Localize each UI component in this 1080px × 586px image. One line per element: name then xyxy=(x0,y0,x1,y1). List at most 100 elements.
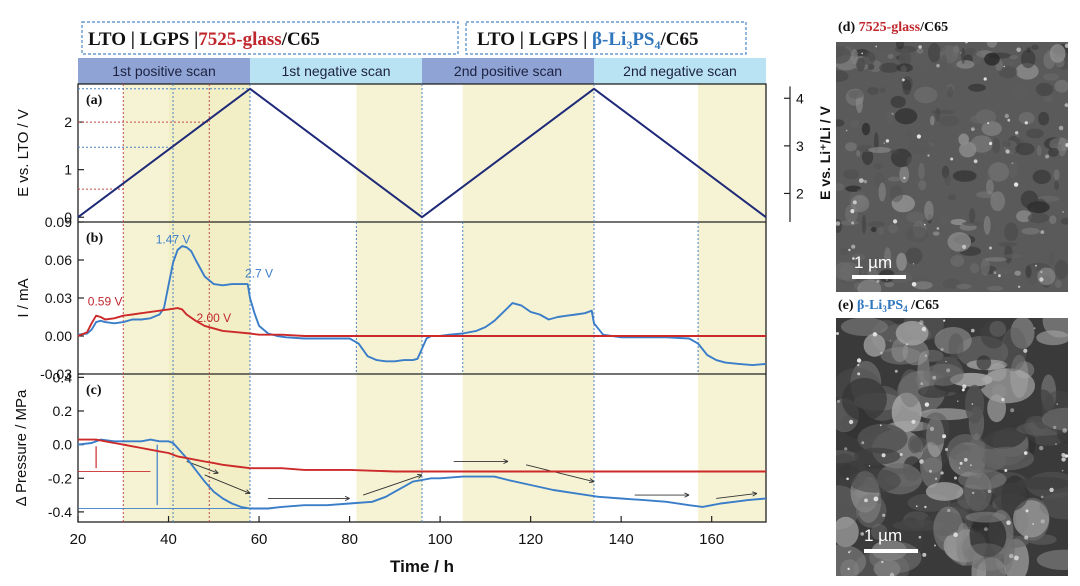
sem-grain xyxy=(948,333,964,360)
sem-grain xyxy=(836,70,849,82)
sem-grain xyxy=(861,122,871,136)
sem-grain xyxy=(848,468,901,493)
sem-grain xyxy=(870,226,877,233)
sem-particle xyxy=(860,532,864,536)
sem-grain xyxy=(939,216,949,225)
sem-particle xyxy=(1023,348,1028,353)
sem-particle xyxy=(943,319,946,322)
y-tick-label: 0.2 xyxy=(53,403,73,419)
sem-grain xyxy=(1038,195,1060,202)
sem-particle xyxy=(1040,270,1043,274)
sem-grain xyxy=(1004,222,1019,242)
sem-particle xyxy=(993,271,997,275)
sem-particle xyxy=(1001,397,1005,402)
sem-grain xyxy=(1048,251,1055,266)
sem-grain xyxy=(1026,128,1044,139)
sem-particle xyxy=(903,176,906,180)
x-tick-label: 120 xyxy=(518,531,543,548)
sem-particle xyxy=(1064,43,1068,48)
sem-grain xyxy=(941,165,950,179)
sem-particle xyxy=(919,459,924,464)
right-y-tick-label: 2 xyxy=(796,185,804,201)
sem-grain xyxy=(992,193,999,211)
sem-grain xyxy=(980,258,990,276)
sem-grain xyxy=(947,194,957,201)
sem-particle xyxy=(960,52,962,54)
sem-particle xyxy=(847,567,850,571)
sem-grain xyxy=(968,83,986,92)
sem-particle xyxy=(962,384,967,389)
sem-particle xyxy=(946,368,951,373)
sem-grain xyxy=(997,242,1018,247)
sem-particle xyxy=(911,419,916,424)
sem-grain xyxy=(958,469,1007,490)
sem-grain xyxy=(1043,73,1059,81)
sem-particle xyxy=(924,402,930,407)
x-tick-label: 80 xyxy=(341,531,358,548)
sem-grain xyxy=(878,226,884,236)
sem-grain xyxy=(1025,265,1039,285)
sem-grain xyxy=(1001,327,1027,372)
sem-particle xyxy=(876,279,880,283)
sem-grain xyxy=(918,179,927,191)
sem-particle xyxy=(1058,125,1064,131)
sem-grain xyxy=(981,121,1002,136)
sem-particle xyxy=(961,388,965,392)
panel-label: (b) xyxy=(86,231,103,246)
sem-grain xyxy=(947,232,972,252)
sem-grain xyxy=(895,42,905,50)
y-axis-label: Δ Pressure / MPa xyxy=(13,389,30,506)
sem-particle xyxy=(1032,523,1035,525)
scale-bar xyxy=(864,549,918,553)
sem-grain xyxy=(984,52,1000,66)
sem-particle xyxy=(1061,469,1064,472)
x-tick-label: 60 xyxy=(251,531,268,548)
sem-particle xyxy=(945,360,947,363)
sem-grain xyxy=(972,50,983,65)
sem-particle xyxy=(920,382,923,385)
sem-particle xyxy=(918,45,922,49)
sem-grain xyxy=(1057,137,1067,157)
sem-grain xyxy=(890,185,904,203)
sem-particle xyxy=(970,464,972,467)
sem-grain xyxy=(968,208,976,223)
sem-grain xyxy=(884,247,892,266)
sem-grain xyxy=(969,515,1007,557)
shaded-region xyxy=(356,84,422,522)
sem-grain xyxy=(976,557,1007,576)
series-b-blue xyxy=(77,245,767,367)
sem-particle xyxy=(886,279,888,281)
header-box-left xyxy=(81,21,459,55)
sem-particle xyxy=(836,221,841,226)
sem-grain xyxy=(956,60,975,69)
sem-particle xyxy=(924,223,926,226)
y-tick-label: -0.4 xyxy=(48,504,72,520)
sem-particle xyxy=(936,227,940,230)
shaded-region xyxy=(462,84,594,522)
sem-particle xyxy=(1017,285,1021,288)
x-tick-label: 140 xyxy=(609,531,634,548)
sem-particle xyxy=(1045,154,1050,159)
sem-particle xyxy=(850,209,855,214)
sem-particle xyxy=(922,552,927,557)
sem-grain xyxy=(959,141,977,158)
sem-grain xyxy=(1053,169,1060,181)
sem-grain xyxy=(840,220,859,226)
sem-grain xyxy=(911,52,933,67)
sem-particle xyxy=(924,505,927,509)
sem-grain xyxy=(836,453,859,487)
sem-grain xyxy=(869,541,922,574)
trend-arrow-head xyxy=(416,473,423,479)
sem-grain xyxy=(992,137,1001,154)
sem-grain xyxy=(918,162,925,180)
sem-particle xyxy=(1039,277,1044,282)
y-tick-label: 0.03 xyxy=(45,290,72,306)
sem-grain xyxy=(986,42,998,48)
sem-particle xyxy=(852,200,857,205)
scan-band-label: 2nd positive scan xyxy=(454,63,562,79)
sem-grain xyxy=(914,86,938,104)
y-tick-label: 0.4 xyxy=(53,369,73,385)
sem-particle xyxy=(891,112,894,115)
sem-particle xyxy=(1065,143,1068,147)
